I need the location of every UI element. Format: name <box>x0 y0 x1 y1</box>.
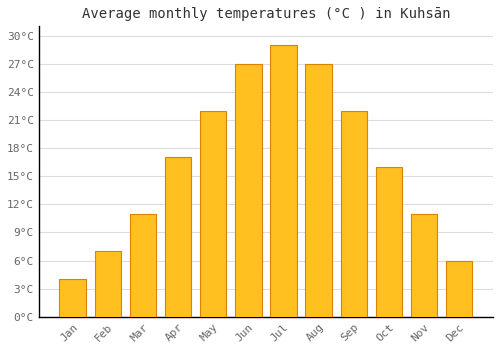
Bar <box>376 167 402 317</box>
Bar <box>235 64 262 317</box>
Bar <box>446 260 472 317</box>
Bar <box>130 214 156 317</box>
Bar <box>200 111 226 317</box>
Bar <box>411 214 438 317</box>
Bar <box>270 45 296 317</box>
Bar <box>306 64 332 317</box>
Bar <box>94 251 121 317</box>
Bar <box>165 158 191 317</box>
Bar <box>340 111 367 317</box>
Title: Average monthly temperatures (°C ) in Kuhsān: Average monthly temperatures (°C ) in Ku… <box>82 7 450 21</box>
Bar <box>60 279 86 317</box>
